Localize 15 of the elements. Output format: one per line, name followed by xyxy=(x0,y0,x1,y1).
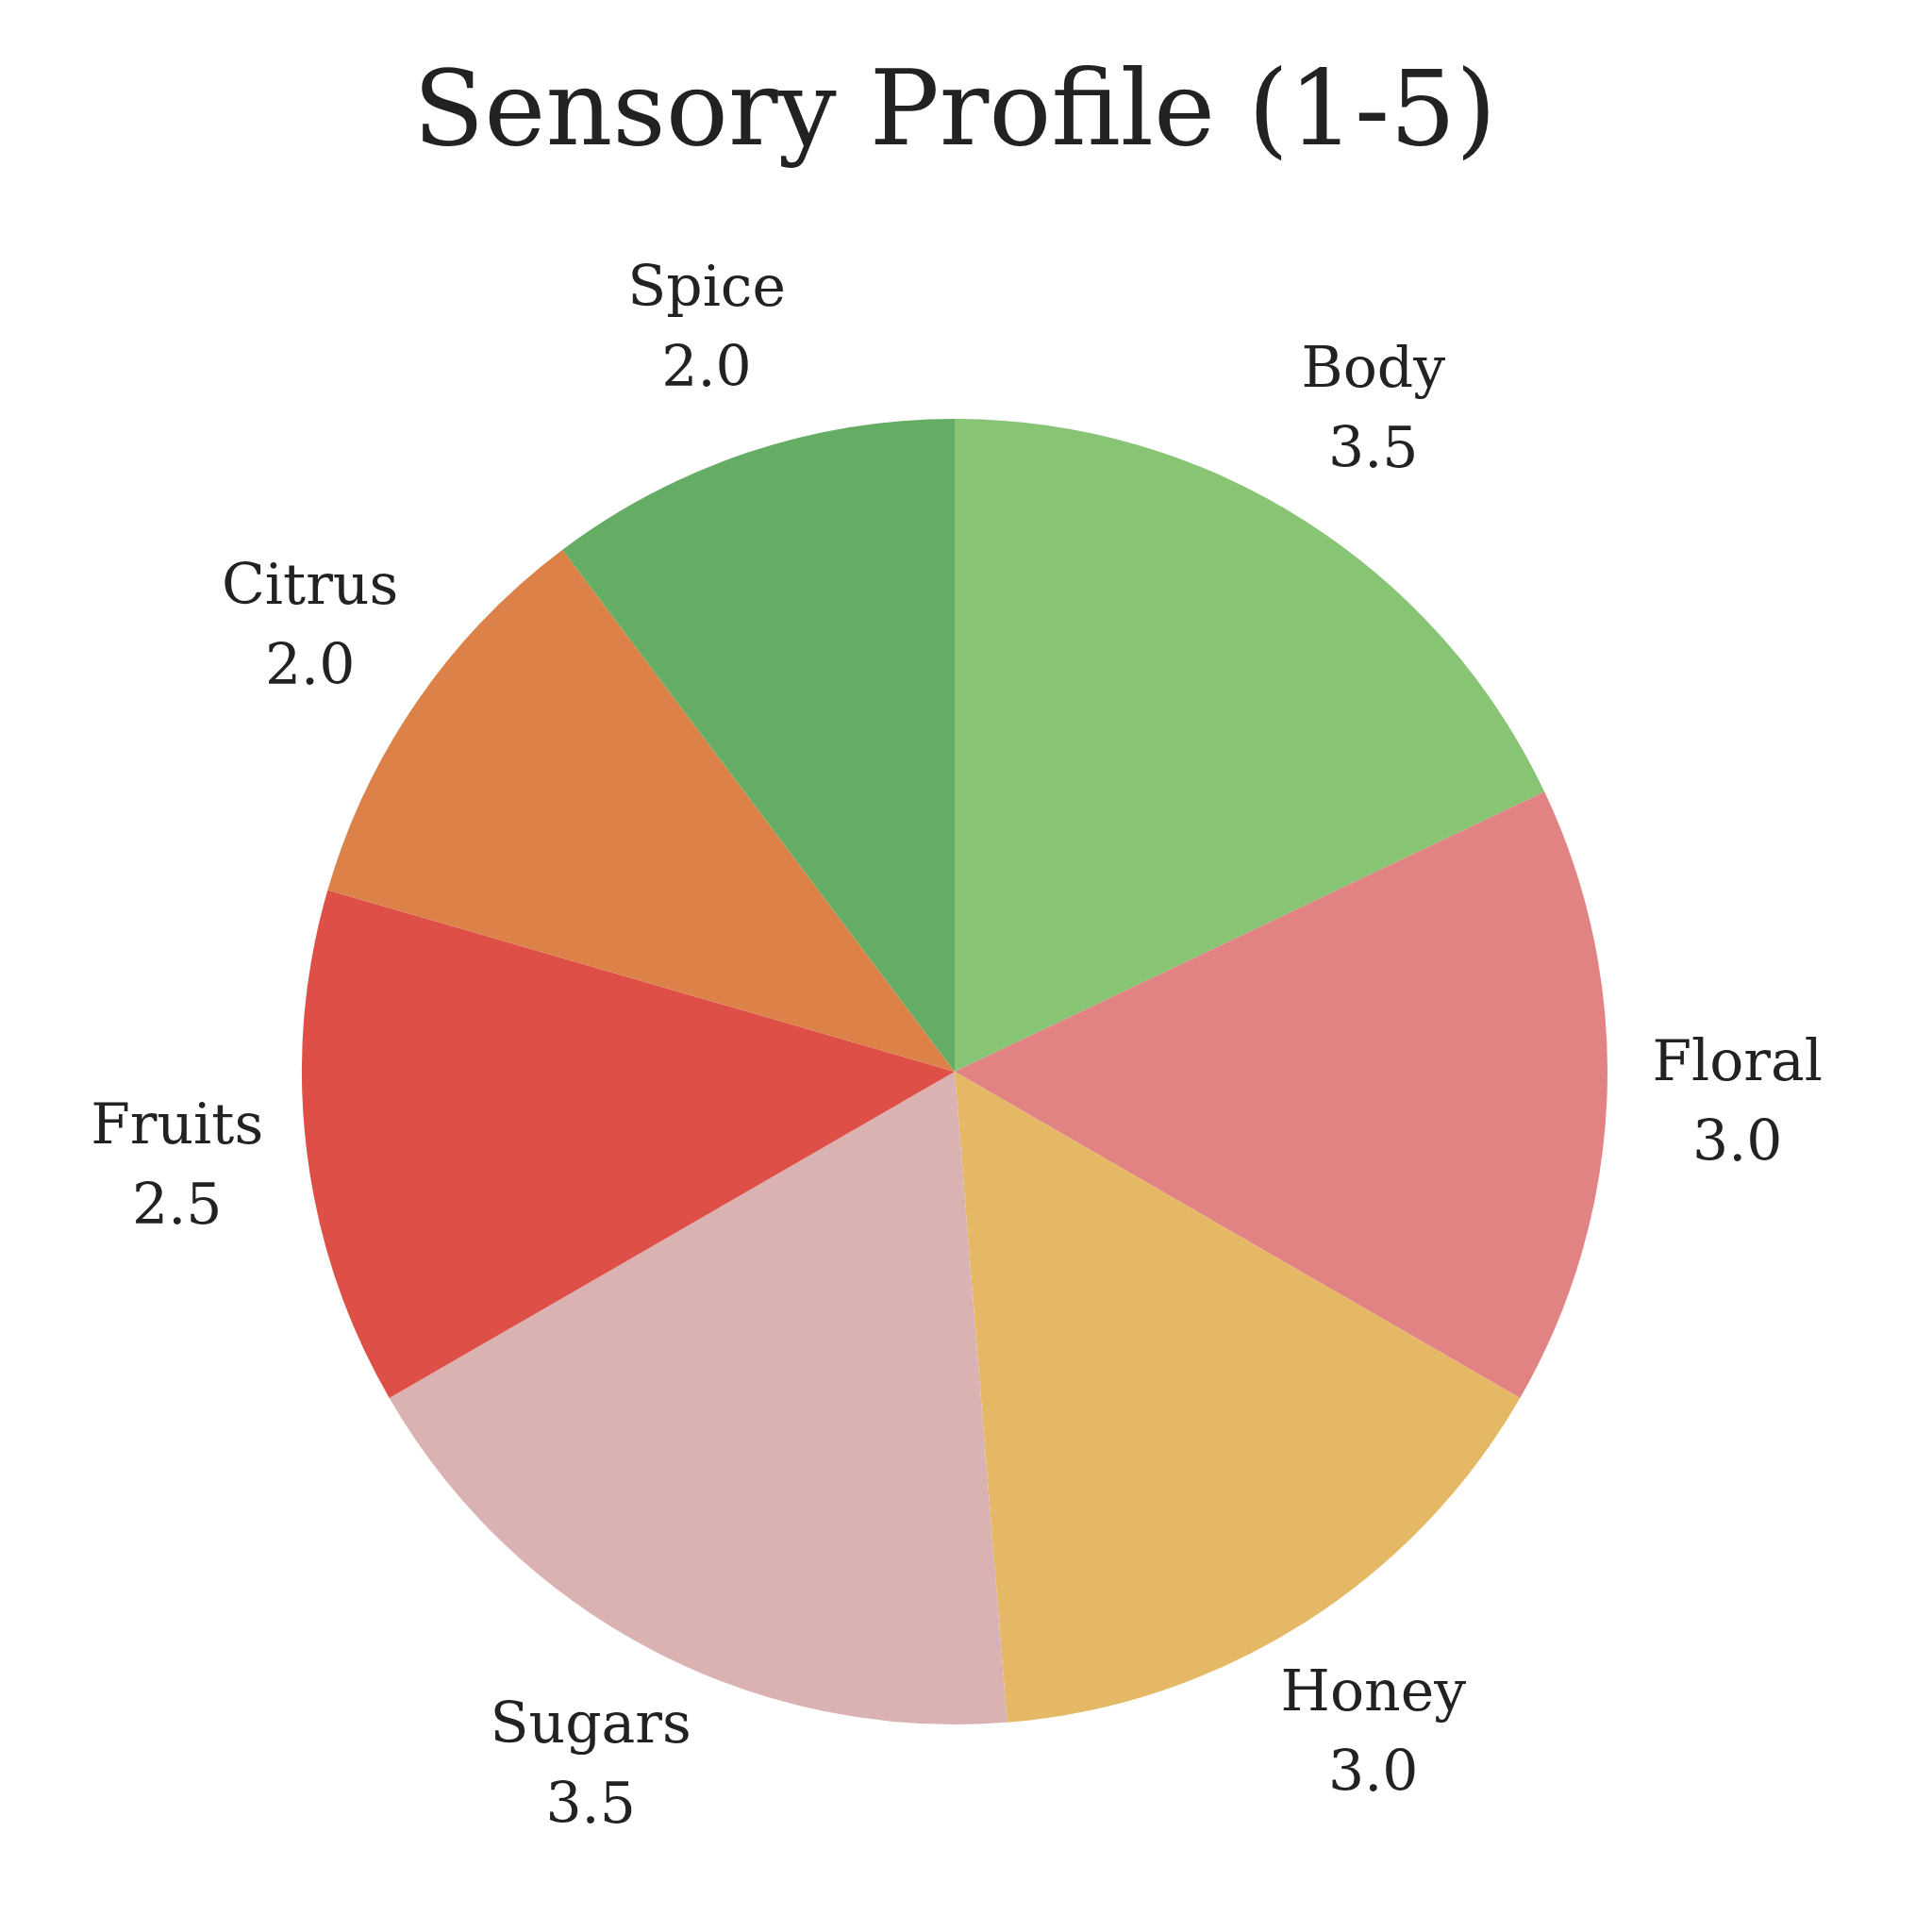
data-label: 3.5 xyxy=(545,1769,636,1836)
data-label: 2.0 xyxy=(264,630,356,697)
slice-label: Fruits xyxy=(91,1090,264,1157)
data-label: 2.5 xyxy=(131,1170,223,1237)
slice-label: Body xyxy=(1301,333,1446,400)
data-label: 3.0 xyxy=(1328,1738,1419,1805)
slice-label: Honey xyxy=(1280,1657,1467,1724)
slice-label: Sugars xyxy=(490,1689,691,1756)
data-label: 3.0 xyxy=(1692,1108,1783,1174)
slice-label: Spice xyxy=(627,252,786,319)
data-label: 3.5 xyxy=(1328,413,1419,480)
slice-label: Citrus xyxy=(221,550,399,617)
slice-label: Floral xyxy=(1652,1027,1824,1094)
data-label: 2.0 xyxy=(661,332,752,399)
chart-title: Sensory Profile (1-5) xyxy=(412,47,1497,169)
